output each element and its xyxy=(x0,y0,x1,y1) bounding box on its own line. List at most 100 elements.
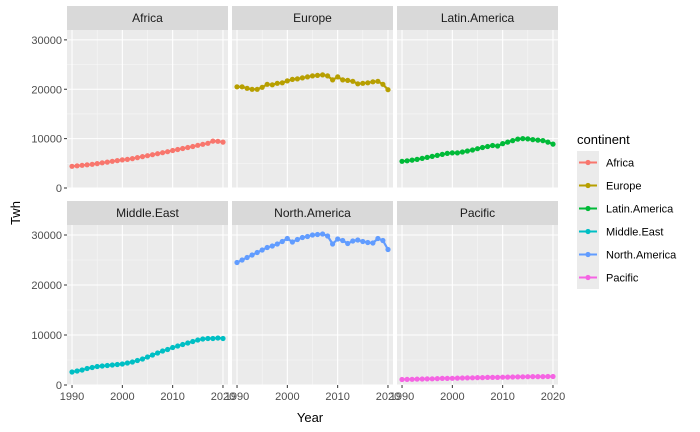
data-point xyxy=(294,236,300,243)
data-point xyxy=(419,155,425,161)
data-point xyxy=(144,153,151,159)
data-point xyxy=(264,81,270,87)
data-point xyxy=(74,368,80,374)
data-point xyxy=(259,84,265,90)
data-point xyxy=(545,373,551,380)
data-point xyxy=(134,357,140,364)
data-point xyxy=(129,359,135,365)
data-point xyxy=(360,238,366,245)
data-point xyxy=(170,147,176,154)
y-tick-label: 0 xyxy=(56,380,62,392)
facet-strip xyxy=(67,6,228,30)
data-point xyxy=(370,240,376,246)
data-point xyxy=(289,239,295,245)
data-point xyxy=(399,376,405,383)
data-point xyxy=(474,146,481,152)
data-point xyxy=(409,376,415,382)
data-point xyxy=(304,74,311,80)
data-point xyxy=(464,148,470,154)
data-point xyxy=(215,335,221,341)
data-point xyxy=(424,154,430,160)
data-point xyxy=(74,163,80,169)
data-point xyxy=(109,158,115,164)
data-point xyxy=(479,144,486,151)
data-point xyxy=(294,76,300,82)
data-point xyxy=(414,376,420,382)
data-point xyxy=(309,232,316,238)
data-point xyxy=(114,361,120,368)
x-tick-label: 2010 xyxy=(325,391,349,403)
data-point xyxy=(69,369,75,375)
legend-key-point xyxy=(585,274,591,281)
data-point xyxy=(545,139,551,145)
data-point xyxy=(530,374,536,380)
data-point xyxy=(365,80,371,86)
data-point xyxy=(119,157,125,163)
data-point xyxy=(429,153,435,159)
data-point xyxy=(495,374,501,380)
data-point xyxy=(375,78,381,84)
data-point xyxy=(479,375,486,381)
data-point xyxy=(550,373,556,380)
data-point xyxy=(269,243,275,249)
data-point xyxy=(520,374,526,380)
data-point xyxy=(254,86,260,92)
data-point xyxy=(190,143,196,150)
legend-item-latin-america: Latin.America xyxy=(577,197,674,220)
facet-strip-label: North.America xyxy=(274,206,351,220)
data-point xyxy=(195,142,201,148)
legend-item-europe: Europe xyxy=(577,174,641,197)
legend-item-middle-east: Middle.East xyxy=(577,220,663,243)
data-point xyxy=(234,259,240,266)
data-point xyxy=(284,235,290,242)
data-point xyxy=(269,82,275,88)
legend-item-north-america: North.America xyxy=(577,243,677,266)
data-point xyxy=(94,363,100,370)
data-point xyxy=(170,344,176,351)
data-point xyxy=(340,237,346,244)
x-tick-label: 2020 xyxy=(211,391,235,403)
legend-item-africa: Africa xyxy=(577,151,635,174)
data-point xyxy=(525,374,531,380)
data-point xyxy=(500,374,506,380)
data-point xyxy=(200,141,206,147)
x-tick-label: 2010 xyxy=(160,391,184,403)
data-point xyxy=(99,363,105,369)
data-point xyxy=(180,145,186,152)
data-point xyxy=(459,149,465,155)
data-point xyxy=(419,376,425,382)
data-point xyxy=(505,374,511,380)
data-point xyxy=(109,362,115,368)
y-tick-label: 0 xyxy=(56,183,62,195)
data-point xyxy=(345,240,351,247)
legend-items: Africa Europe Latin.America Middle.East Nort… xyxy=(577,151,677,289)
data-point xyxy=(515,374,521,380)
data-point xyxy=(94,161,100,167)
data-point xyxy=(485,374,491,380)
facet-strip xyxy=(397,201,558,225)
data-point xyxy=(434,152,440,158)
legend-key-point xyxy=(585,159,591,166)
x-tick-label: 2000 xyxy=(440,391,464,403)
x-tick-label: 1990 xyxy=(390,391,414,403)
data-point xyxy=(200,336,206,342)
data-point xyxy=(360,80,366,86)
data-point xyxy=(469,375,476,381)
y-tick-label: 10000 xyxy=(31,330,62,342)
data-point xyxy=(249,86,255,92)
data-point xyxy=(84,365,90,372)
data-point xyxy=(205,140,211,146)
data-point xyxy=(505,139,511,145)
data-point xyxy=(500,141,506,147)
data-point xyxy=(144,354,151,360)
data-point xyxy=(330,77,336,83)
data-point xyxy=(139,154,146,160)
data-point xyxy=(370,79,376,85)
data-point xyxy=(454,375,460,381)
data-point xyxy=(84,162,90,168)
data-point xyxy=(335,74,341,80)
legend-label: Middle.East xyxy=(606,227,663,239)
facet-strip xyxy=(67,201,228,225)
legend-label: North.America xyxy=(606,250,677,262)
